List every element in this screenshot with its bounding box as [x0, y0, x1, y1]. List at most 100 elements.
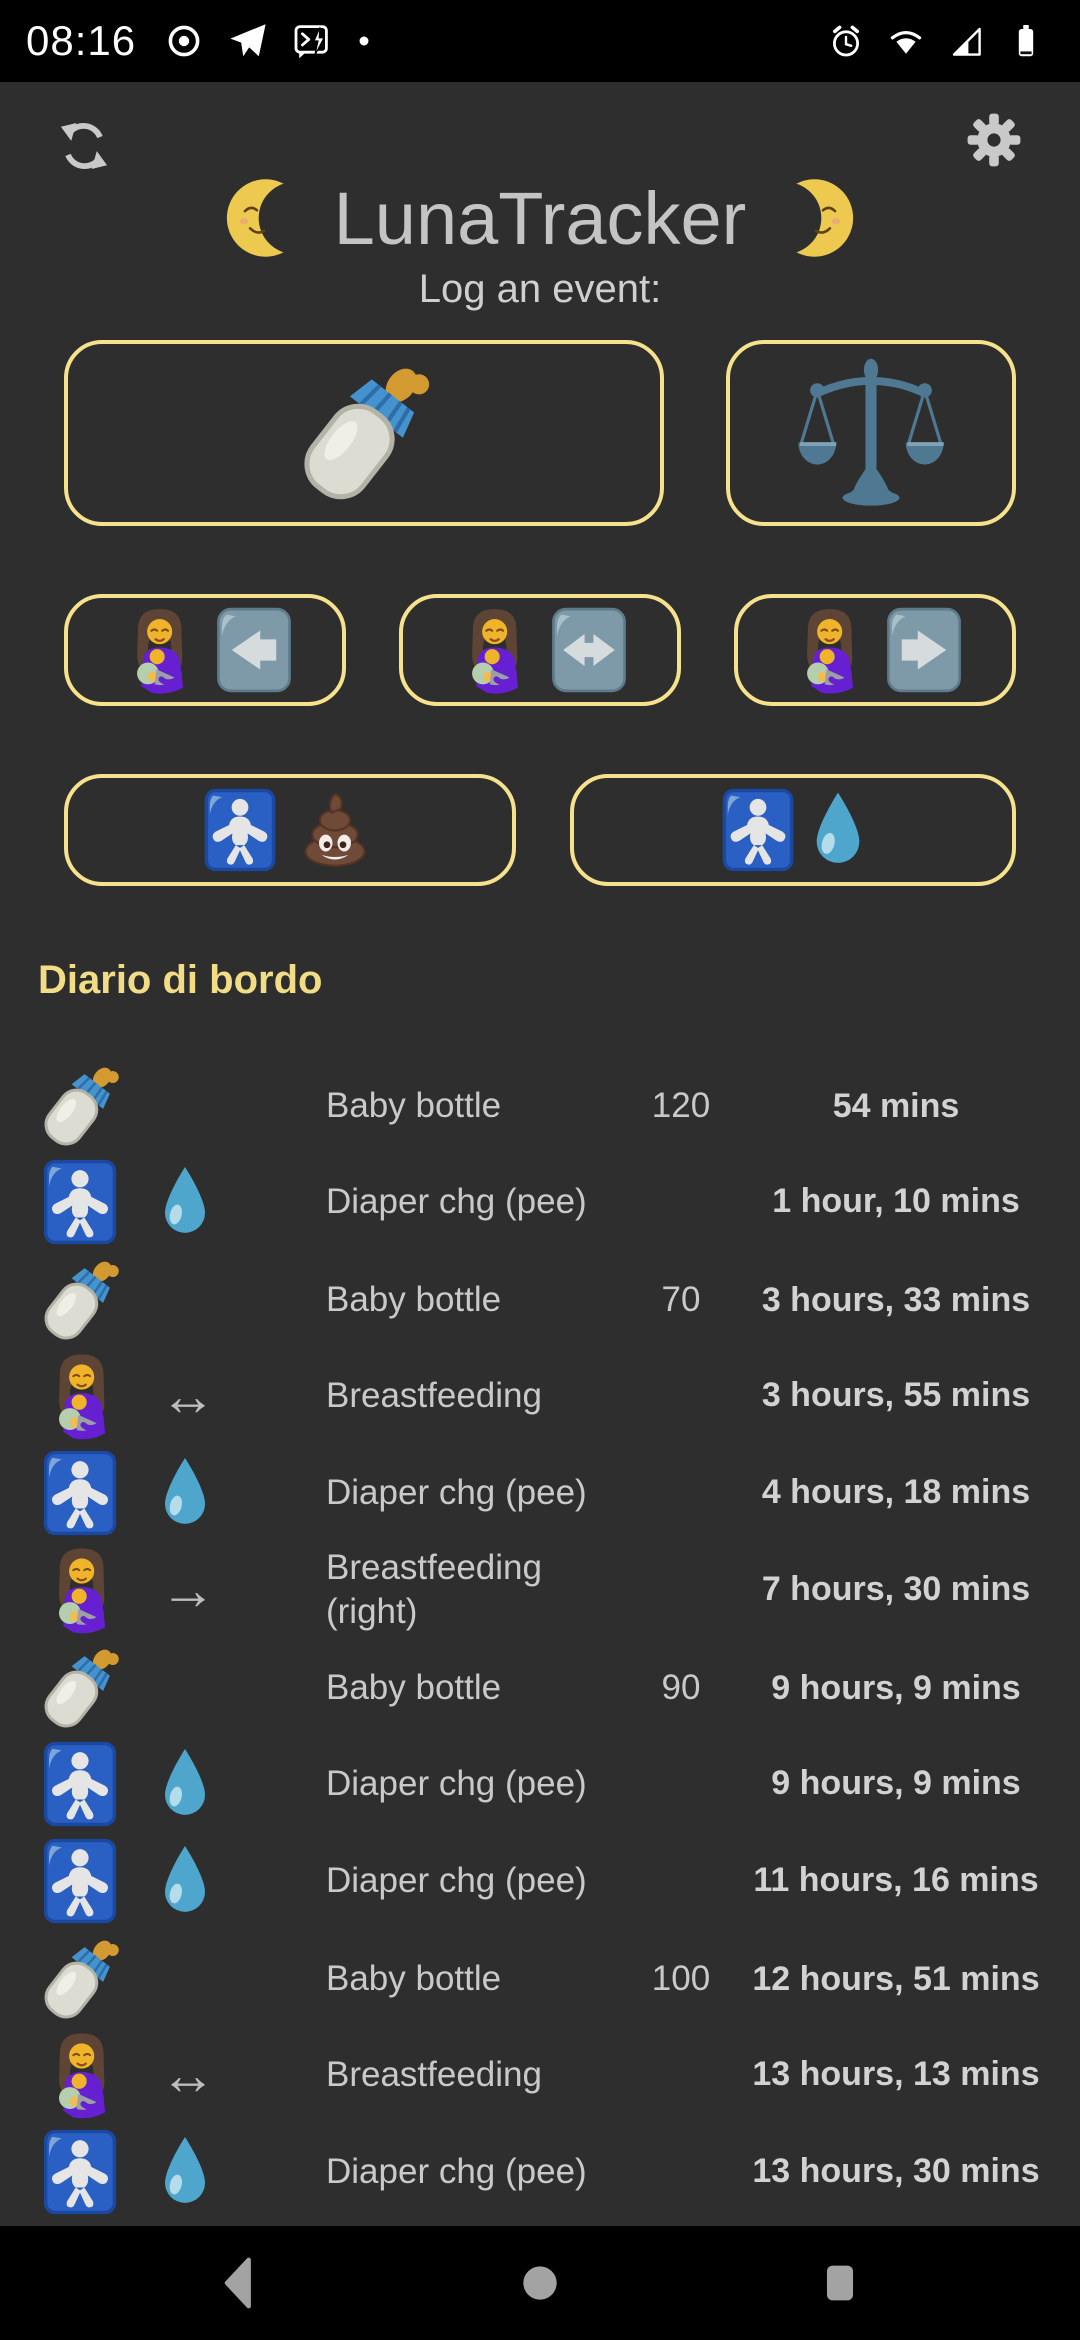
breastfeeding-icon	[786, 604, 870, 696]
event-elapsed-time: 54 mins	[832, 1086, 960, 1125]
droplet-icon	[130, 1746, 210, 1822]
baby-bottle-icon	[30, 1638, 130, 1738]
event-elapsed-time: 11 hours, 16 mins	[753, 1861, 1039, 1900]
event-name: Breastfeeding (right)	[326, 1547, 542, 1631]
event-elapsed-time: 13 hours, 30 mins	[752, 2152, 1040, 2191]
breastfeeding-icon	[38, 1543, 122, 1636]
journal-row[interactable]: ↔ Breastfeeding 13 hours, 13 mins	[0, 2026, 1080, 2123]
main-content: LunaTracker Log an event:	[0, 82, 1080, 2226]
journal-row[interactable]: Diaper chg (pee) 4 hours, 18 mins	[0, 1444, 1080, 1541]
event-name: Breastfeeding	[326, 2054, 542, 2094]
log-diaper-poo-button[interactable]	[64, 774, 516, 886]
baby-sign-icon	[41, 1741, 119, 1827]
battery-icon	[1006, 21, 1046, 61]
event-name: Breastfeeding	[326, 1375, 542, 1415]
event-name: Diaper chg (pee)	[326, 1763, 587, 1803]
breastfeeding-icon	[116, 604, 200, 696]
notification-dot-icon	[356, 33, 372, 49]
android-nav-bar	[0, 2226, 1080, 2340]
droplet-icon	[130, 1455, 210, 1531]
event-quantity: 100	[651, 1959, 711, 1998]
event-elapsed-time: 9 hours, 9 mins	[771, 1668, 1021, 1707]
journal-row[interactable]: ↔ Breastfeeding 3 hours, 55 mins	[0, 1347, 1080, 1444]
alarm-icon	[826, 21, 866, 61]
baby-bottle-icon	[30, 1250, 130, 1350]
recents-icon	[811, 2254, 869, 2312]
record-icon	[164, 21, 204, 61]
recents-button[interactable]	[690, 2254, 990, 2312]
status-time: 08:16	[26, 17, 137, 64]
poop-icon	[292, 790, 378, 870]
event-name: Diaper chg (pee)	[326, 1860, 587, 1900]
baby-sign-icon	[202, 788, 278, 872]
event-quantity: 70	[661, 1280, 701, 1319]
baby-bottle-icon	[30, 1056, 130, 1156]
event-name: Diaper chg (pee)	[326, 2151, 587, 2191]
baby-sign-icon	[41, 1838, 119, 1924]
event-elapsed-time: 4 hours, 18 mins	[761, 1473, 1031, 1512]
home-button[interactable]	[390, 2254, 690, 2312]
log-baby-bottle-button[interactable]	[64, 340, 664, 526]
breastfeeding-icon	[38, 2028, 122, 2121]
gear-icon	[964, 110, 1024, 170]
journal-row[interactable]: Diaper chg (pee) 13 hours, 30 mins	[0, 2123, 1080, 2220]
balance-scale-icon	[792, 354, 950, 512]
log-event-label: Log an event:	[418, 267, 662, 311]
journal-row[interactable]: Diaper chg (pee) 1 hour, 10 mins	[0, 1153, 1080, 1250]
sync-icon	[52, 114, 116, 178]
journal-row[interactable]: Diaper chg (pee) 9 hours, 9 mins	[0, 1735, 1080, 1832]
page-title: LunaTracker	[333, 176, 747, 260]
event-name: Diaper chg (pee)	[326, 1181, 587, 1221]
log-diaper-pee-button[interactable]	[570, 774, 1016, 886]
log-weigh-button[interactable]	[726, 340, 1016, 526]
event-name: Baby bottle	[326, 1668, 502, 1708]
status-bar: 08:16	[0, 0, 1080, 82]
wifi-icon	[886, 21, 926, 61]
back-button[interactable]	[90, 2254, 390, 2312]
baby-bottle-icon	[280, 349, 448, 517]
journal-list: Baby bottle 120 54 mins Diaper chg (pee)…	[0, 1056, 1080, 2220]
event-elapsed-time: 7 hours, 30 mins	[761, 1570, 1031, 1609]
baby-sign-icon	[41, 2129, 119, 2215]
droplet-icon	[130, 2134, 210, 2210]
terminal-icon	[292, 21, 332, 61]
log-breastfeed-both-button[interactable]	[399, 594, 681, 706]
journal-heading: Diario di bordo	[38, 958, 323, 1002]
arrow-right-tile-icon	[884, 605, 964, 695]
journal-row[interactable]: Baby bottle 70 3 hours, 33 mins	[0, 1250, 1080, 1347]
arrow-right-icon: →	[160, 1557, 216, 1621]
arrow-both-tile-icon	[549, 605, 629, 695]
event-elapsed-time: 3 hours, 55 mins	[761, 1376, 1031, 1415]
event-quantity: 90	[661, 1668, 701, 1707]
arrow-left-tile-icon	[214, 605, 294, 695]
event-quantity: 120	[651, 1086, 711, 1125]
arrow-both-icon: ↔	[160, 1363, 216, 1427]
journal-row[interactable]: Baby bottle 100 12 hours, 51 mins	[0, 1929, 1080, 2026]
back-icon	[211, 2254, 269, 2312]
droplet-icon	[130, 1164, 210, 1240]
breastfeeding-icon	[38, 1349, 122, 1442]
journal-row[interactable]: Diaper chg (pee) 11 hours, 16 mins	[0, 1832, 1080, 1929]
droplet-icon	[130, 1843, 210, 1919]
arrow-both-icon: ↔	[160, 2042, 216, 2106]
log-breastfeed-right-button[interactable]	[734, 594, 1016, 706]
moon-left-icon	[226, 175, 312, 261]
event-elapsed-time: 13 hours, 13 mins	[752, 2055, 1040, 2094]
journal-row[interactable]: → Breastfeeding (right) 7 hours, 30 mins	[0, 1541, 1080, 1638]
telegram-icon	[228, 21, 268, 61]
app-title-row: LunaTracker	[0, 174, 1080, 262]
event-elapsed-time: 3 hours, 33 mins	[761, 1280, 1031, 1319]
signal-icon	[946, 21, 986, 61]
sync-button[interactable]	[52, 114, 116, 178]
log-breastfeed-left-button[interactable]	[64, 594, 346, 706]
baby-sign-icon	[41, 1450, 119, 1536]
event-elapsed-time: 12 hours, 51 mins	[752, 1959, 1040, 1998]
settings-button[interactable]	[964, 110, 1024, 170]
baby-sign-icon	[41, 1159, 119, 1245]
journal-row[interactable]: Baby bottle 90 9 hours, 9 mins	[0, 1638, 1080, 1735]
event-name: Diaper chg (pee)	[326, 1472, 587, 1512]
journal-row[interactable]: Baby bottle 120 54 mins	[0, 1056, 1080, 1153]
event-name: Baby bottle	[326, 1280, 502, 1320]
status-left-icons	[164, 21, 372, 61]
